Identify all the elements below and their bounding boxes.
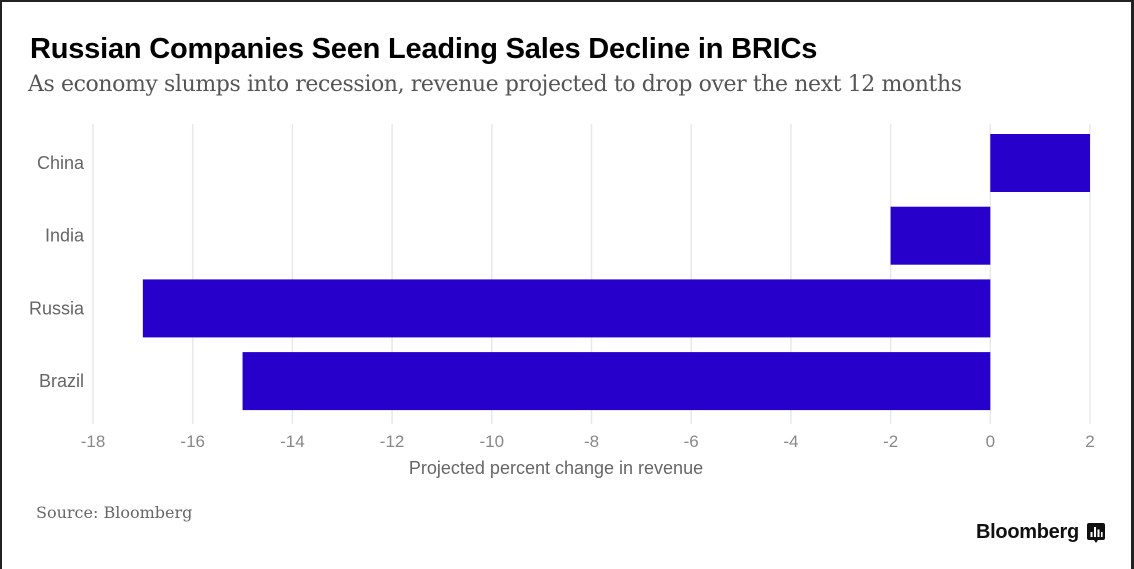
category-label: China [37,153,85,173]
chart-subtitle: As economy slumps into recession, revenu… [28,72,962,97]
x-tick-label: -6 [684,432,699,451]
bars [142,134,1090,411]
x-tick-label: 0 [986,432,995,451]
x-tick-label: -2 [883,432,898,451]
bar-china [990,134,1090,192]
x-tick-label: -14 [280,432,305,451]
x-tick-label: -18 [81,432,106,451]
x-tick-label: -8 [584,432,599,451]
x-tick-label: -16 [180,432,205,451]
x-tick-label: -10 [480,432,505,451]
x-tick-labels: -18 -16 -14 -12 -10 -8 -6 -4 -2 0 2 [81,432,1095,451]
bar-brazil [242,352,991,411]
chart-title: Russian Companies Seen Leading Sales Dec… [30,33,818,65]
bar-india [890,206,991,265]
x-tick-label: -12 [380,432,405,451]
x-tick-label: 2 [1085,432,1094,451]
bloomberg-logo: Bloomberg [976,521,1105,544]
x-axis-title: Projected percent change in revenue [409,458,703,478]
category-labels: China India Russia Brazil [29,153,85,391]
category-label: Brazil [39,371,84,391]
bar-russia [142,279,991,338]
source-note: Source: Bloomberg [36,503,193,522]
category-label: Russia [29,298,85,318]
category-label: India [45,226,85,246]
brand-name: Bloomberg [976,521,1079,543]
x-tick-label: -4 [783,432,798,451]
bloomberg-chart-icon [1086,522,1105,543]
